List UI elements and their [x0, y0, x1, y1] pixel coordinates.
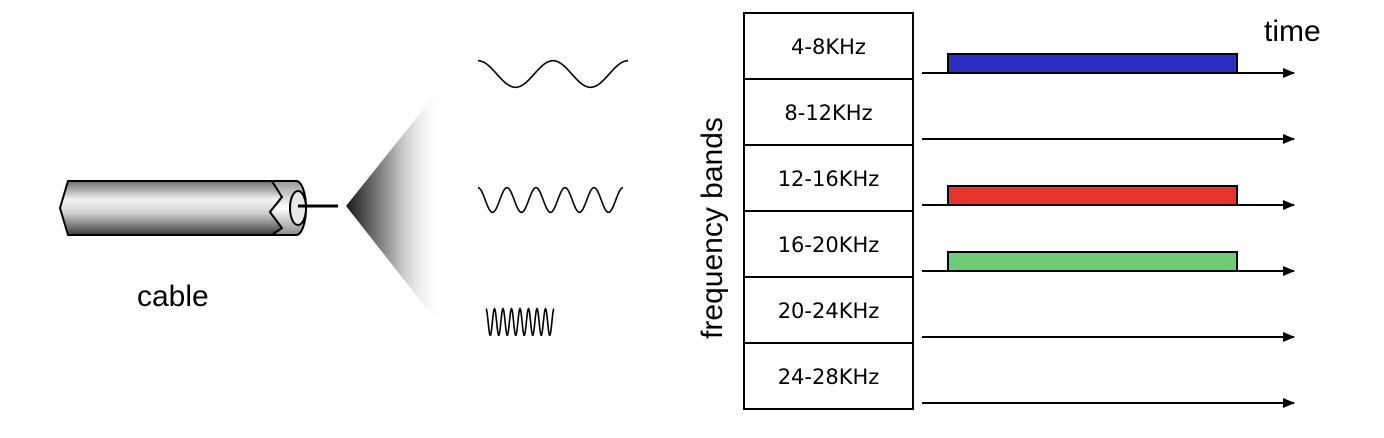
- waves: [477, 59, 629, 336]
- timelines: [922, 53, 1295, 408]
- cable: [58, 180, 338, 236]
- cable-end-face: [289, 190, 307, 226]
- time-axis-label: time: [1264, 15, 1321, 48]
- active-transmission-bar: [947, 185, 1238, 206]
- band-label: 4-8KHz: [791, 35, 866, 59]
- frequency-bands-axis-label: frequency bands: [696, 117, 729, 339]
- low-frequency-wave-icon: [477, 59, 629, 89]
- active-transmission-bar: [947, 53, 1238, 74]
- high-frequency-wave-icon: [485, 307, 555, 336]
- medium-frequency-wave-icon: [477, 186, 624, 214]
- band-cell: [743, 342, 914, 410]
- band-label: 20-24KHz: [778, 299, 880, 323]
- active-transmission-bar: [947, 251, 1238, 272]
- band-table: 4-8KHz 8-12KHz 12-16KHz 16-20KHz 20-24KHz 24-…: [743, 12, 914, 410]
- band-label: 8-12KHz: [784, 101, 872, 125]
- cable-label: cable: [137, 280, 209, 313]
- band-label: 16-20KHz: [778, 233, 880, 257]
- band-cell: [743, 12, 914, 80]
- spectrum-cone: [346, 86, 442, 328]
- band-cell: [743, 144, 914, 212]
- band-label: 24-28KHz: [778, 365, 880, 389]
- band-cell: [743, 78, 914, 146]
- band-label: 12-16KHz: [778, 167, 880, 191]
- band-cell: [743, 210, 914, 278]
- cable-body: [58, 180, 284, 236]
